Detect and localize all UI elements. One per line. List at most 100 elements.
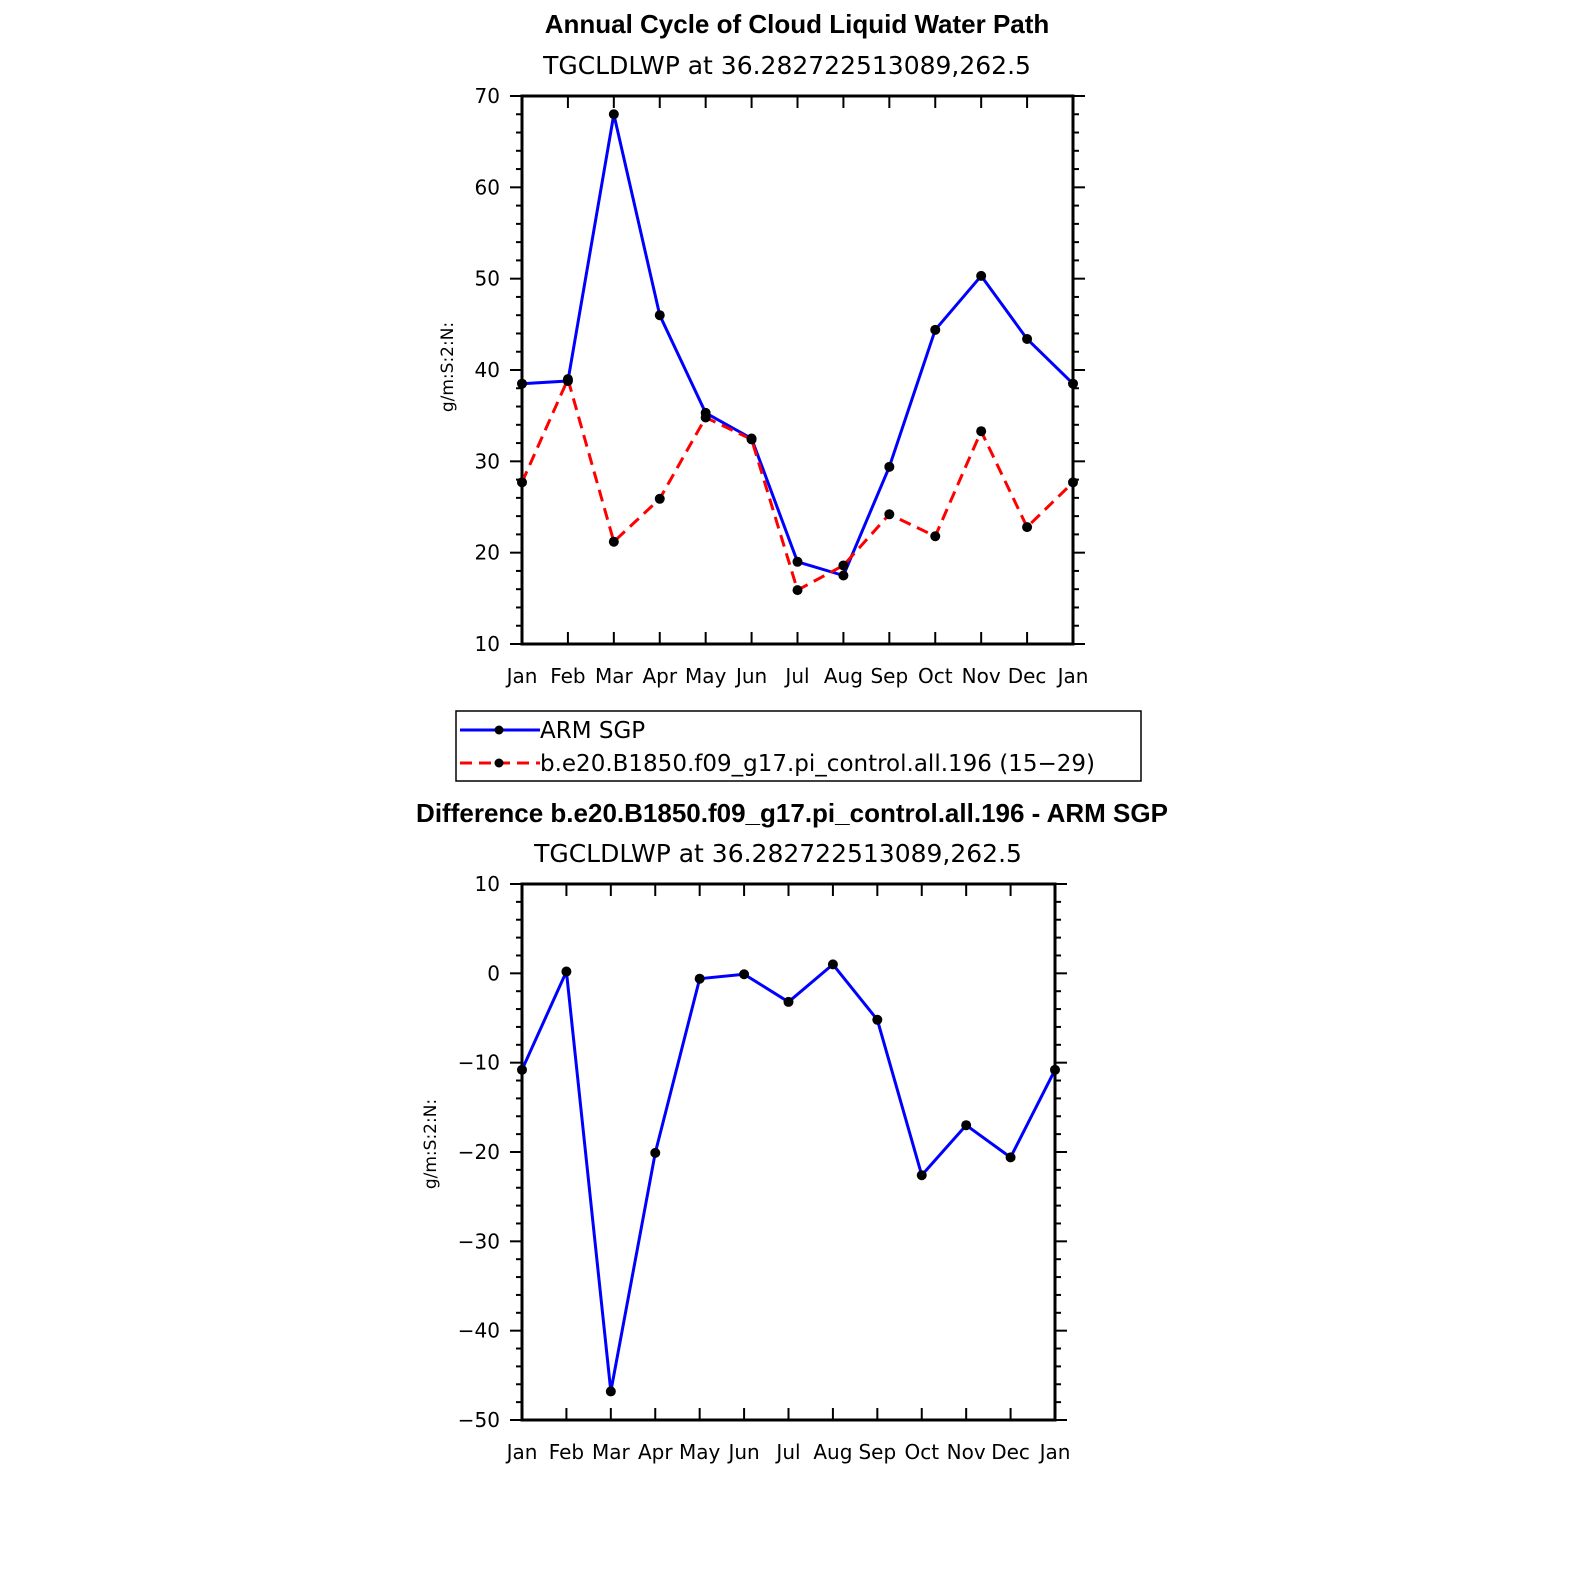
- data-point: [792, 585, 803, 596]
- annual-cycle-chart: Annual Cycle of Cloud Liquid Water Path …: [438, 9, 1088, 688]
- x-tick-label: Nov: [947, 1440, 986, 1464]
- data-point: [746, 434, 757, 445]
- series-markers: [517, 109, 1078, 596]
- data-point: [1022, 522, 1033, 533]
- x-tick-label: Jan: [505, 664, 538, 688]
- chart-subtitle: TGCLDLWP at 36.282722513089,262.5: [533, 839, 1022, 868]
- legend-entry-model: b.e20.B1850.f09_g17.pi_control.all.196 (…: [460, 751, 1095, 777]
- y-tick-label: 60: [475, 175, 500, 199]
- x-tick-label: Jan: [505, 1440, 538, 1464]
- data-point: [838, 560, 849, 571]
- chart-title: Difference b.e20.B1850.f09_g17.pi_contro…: [416, 798, 1168, 828]
- y-tick-label: −10: [458, 1051, 500, 1075]
- x-tick-label: Sep: [870, 664, 908, 688]
- y-tick-labels: 70 60 50 40 30 20 10: [475, 84, 500, 656]
- series-markers: [517, 959, 1060, 1397]
- x-tick-label: Nov: [962, 664, 1001, 688]
- x-tick-label: Dec: [1008, 664, 1047, 688]
- chart-title: Annual Cycle of Cloud Liquid Water Path: [545, 9, 1050, 39]
- x-tick-labels: Jan Feb Mar Apr May Jun Jul Aug Sep Oct Nov Dec Jan: [505, 1440, 1071, 1464]
- data-point: [694, 973, 705, 984]
- x-tick-label: Jul: [774, 1440, 800, 1464]
- x-tick-label: Aug: [824, 664, 863, 688]
- x-tick-label: Jan: [1056, 664, 1089, 688]
- x-tick-label: Jul: [783, 664, 809, 688]
- x-tick-labels: Jan Feb Mar Apr May Jun Jul Aug Sep Oct Nov Dec Jan: [505, 664, 1089, 688]
- x-tick-label: Mar: [595, 664, 634, 688]
- data-point: [700, 412, 711, 423]
- data-point: [517, 378, 527, 389]
- x-tick-label: Feb: [550, 664, 585, 688]
- series-lines: [520, 962, 1057, 1393]
- series-lines: [520, 112, 1075, 592]
- axis-ticks: [510, 95, 1085, 645]
- data-point: [976, 270, 987, 281]
- y-tick-label: 0: [487, 961, 500, 985]
- y-tick-label: −20: [458, 1140, 500, 1164]
- data-point: [739, 969, 750, 980]
- y-tick-label: 50: [475, 267, 500, 291]
- x-tick-label: Oct: [904, 1440, 939, 1464]
- y-tick-label: −50: [458, 1408, 500, 1432]
- y-tick-label: 20: [475, 541, 500, 565]
- x-tick-label: Jun: [734, 664, 767, 688]
- data-point: [827, 959, 838, 970]
- y-tick-label: 70: [475, 84, 500, 108]
- chart-subtitle: TGCLDLWP at 36.282722513089,262.5: [542, 51, 1031, 80]
- data-point: [605, 1386, 616, 1397]
- data-point: [561, 966, 572, 977]
- y-tick-labels: 10 0 −10 −20 −30 −40 −50: [458, 872, 500, 1432]
- data-point: [1022, 333, 1033, 344]
- x-tick-label: May: [679, 1440, 721, 1464]
- data-point: [608, 109, 619, 120]
- y-tick-label: −30: [458, 1229, 500, 1253]
- data-point: [1068, 477, 1078, 488]
- data-point: [1050, 1064, 1060, 1075]
- y-tick-label: 10: [475, 872, 500, 896]
- data-point: [562, 374, 573, 385]
- x-tick-label: Feb: [549, 1440, 584, 1464]
- data-point: [792, 556, 803, 567]
- data-point: [783, 996, 794, 1007]
- data-point: [872, 1014, 883, 1025]
- data-point: [930, 324, 941, 335]
- x-tick-label: Oct: [918, 664, 953, 688]
- x-tick-label: Mar: [592, 1440, 631, 1464]
- x-tick-label: Jan: [1038, 1440, 1071, 1464]
- y-axis-label: g/m:S:2:N:: [438, 322, 458, 412]
- x-tick-label: Aug: [813, 1440, 852, 1464]
- legend-label-arm-sgp: ARM SGP: [540, 718, 645, 744]
- series-line-0: [520, 962, 1057, 1393]
- legend: ARM SGP b.e20.B1850.f09_g17.pi_control.a…: [455, 710, 1142, 782]
- axis-ticks: [510, 883, 1067, 1421]
- data-point: [961, 1120, 972, 1131]
- y-tick-label: 10: [475, 632, 500, 656]
- legend-box: [455, 710, 1142, 782]
- data-point: [1005, 1152, 1016, 1163]
- y-tick-label: −40: [458, 1319, 500, 1343]
- data-point: [930, 531, 941, 542]
- legend-marker-arm-sgp: [494, 725, 504, 735]
- x-tick-label: Dec: [991, 1440, 1030, 1464]
- legend-marker-model: [494, 758, 504, 768]
- difference-chart: Difference b.e20.B1850.f09_g17.pi_contro…: [416, 798, 1168, 1464]
- x-tick-label: Apr: [642, 664, 677, 688]
- data-point: [884, 461, 895, 472]
- legend-entry-arm-sgp: ARM SGP: [460, 718, 645, 744]
- x-tick-label: Jun: [726, 1440, 759, 1464]
- y-tick-label: 30: [475, 449, 500, 473]
- data-point: [1068, 378, 1078, 389]
- data-point: [654, 493, 665, 504]
- plot-frame: [520, 882, 1057, 1422]
- y-axis-label: g/m:S:2:N:: [421, 1099, 441, 1189]
- data-point: [838, 570, 849, 581]
- data-point: [517, 1064, 527, 1075]
- data-point: [517, 477, 527, 488]
- data-point: [976, 426, 987, 437]
- x-tick-label: Sep: [858, 1440, 896, 1464]
- data-point: [608, 536, 619, 547]
- data-point: [884, 509, 895, 520]
- data-point: [916, 1170, 927, 1181]
- legend-label-model: b.e20.B1850.f09_g17.pi_control.all.196 (…: [540, 751, 1095, 777]
